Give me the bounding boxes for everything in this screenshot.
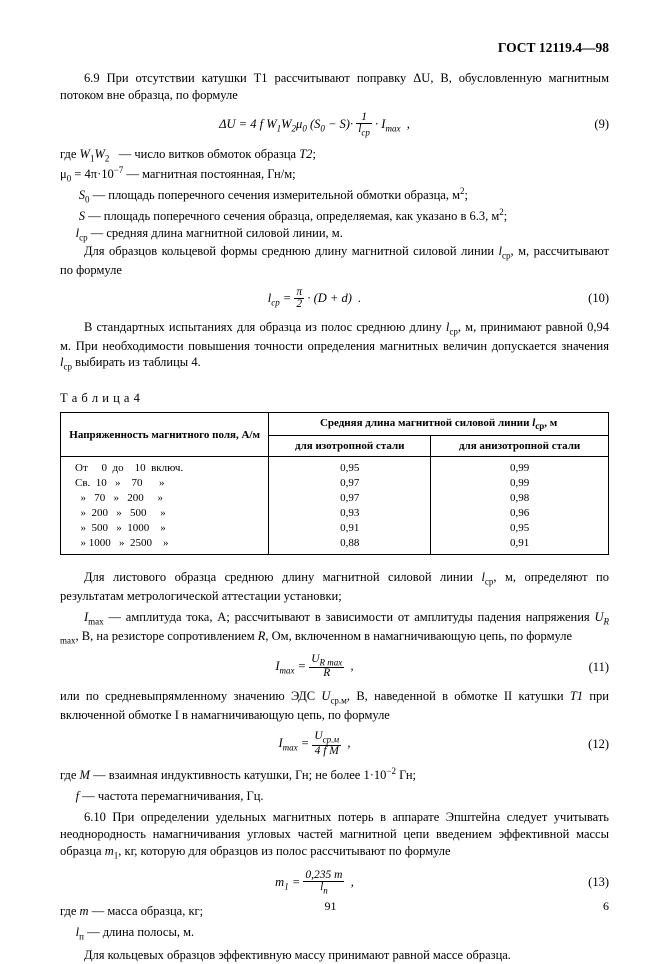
where-S0: S0 — площадь поперечного сечения измерит… bbox=[60, 185, 609, 206]
equation-13-number: (13) bbox=[569, 875, 609, 890]
equation-11-body: Imax = UR maxR , bbox=[60, 654, 569, 680]
equation-10-body: lср = π2 · (D + d) . bbox=[60, 287, 569, 311]
eq10-lead: Для образцов кольцевой формы среднюю дли… bbox=[60, 243, 609, 279]
table4-col-head: Средняя длина магнитной силовой линии lс… bbox=[269, 413, 609, 436]
equation-10-number: (10) bbox=[569, 291, 609, 306]
equation-13: m1 = 0,235 mlп , (13) bbox=[60, 870, 609, 896]
table4-aniso: 0,990,990,980,960,950,91 bbox=[431, 457, 609, 555]
equation-11-number: (11) bbox=[569, 660, 609, 675]
equation-9-body: ΔU = 4 f W1W2μ0 (S0 − S)· 1lср · Imax , bbox=[60, 112, 569, 138]
where-lcp: lср — средняя длина магнитной силовой ли… bbox=[60, 225, 609, 244]
table-row: Напряженность магнитного поля, А/м Средн… bbox=[61, 413, 609, 436]
page-number-right: 6 bbox=[603, 899, 609, 914]
section-6-9-lead: 6.9 При отсутствии катушки T1 рассчитыва… bbox=[60, 70, 609, 104]
para-ring-eff: Для кольцевых образцов эффективную массу… bbox=[60, 947, 609, 964]
equation-12-number: (12) bbox=[569, 737, 609, 752]
table4-caption: Т а б л и ц а 4 bbox=[60, 391, 609, 406]
table4: Напряженность магнитного поля, А/м Средн… bbox=[60, 412, 609, 555]
section-6-10-lead: 6.10 При определении удельных магнитных … bbox=[60, 809, 609, 861]
equation-11: Imax = UR maxR , (11) bbox=[60, 654, 609, 680]
para-094: В стандартных испытаниях для образца из … bbox=[60, 319, 609, 373]
equation-13-body: m1 = 0,235 mlп , bbox=[60, 870, 569, 896]
after-table-p5: f — частота перемагничивания, Гц. bbox=[60, 788, 609, 805]
where-mu0: μ0 = 4π·10−7 — магнитная постоянная, Гн/… bbox=[60, 164, 609, 185]
page: ГОСТ 12119.4—98 6.9 При отсутствии катуш… bbox=[0, 0, 661, 936]
where-block: где W1W2 — число витков обмоток образца … bbox=[60, 146, 609, 244]
table4-ranges: От 0 до 10 включ.Св. 10 » 70 » » 70 » 20… bbox=[61, 457, 269, 555]
after-table-p4: где M — взаимная индуктивность катушки, … bbox=[60, 765, 609, 784]
page-number-center: 91 bbox=[325, 899, 337, 914]
where-S: S — площадь поперечного сечения образца,… bbox=[60, 206, 609, 225]
equation-12: Imax = Uср.м4 f M , (12) bbox=[60, 731, 609, 757]
after-table-p1: Для листового образца среднюю длину магн… bbox=[60, 569, 609, 605]
table4-col-main: Напряженность магнитного поля, А/м bbox=[61, 413, 269, 457]
after-table-p3: или по средневыпрямленному значению ЭДС … bbox=[60, 688, 609, 724]
equation-12-body: Imax = Uср.м4 f M , bbox=[60, 731, 569, 757]
equation-10: lср = π2 · (D + d) . (10) bbox=[60, 287, 609, 311]
where-lp: lп — длина полосы, м. bbox=[60, 924, 609, 943]
where-W1W2: где W1W2 — число витков обмоток образца … bbox=[60, 146, 609, 165]
table-row: От 0 до 10 включ.Св. 10 » 70 » » 70 » 20… bbox=[61, 457, 609, 555]
after-table-p2: Imax — амплитуда тока, А; рассчитывают в… bbox=[60, 609, 609, 646]
table4-sub2: для анизотропной стали bbox=[431, 436, 609, 457]
equation-9: ΔU = 4 f W1W2μ0 (S0 − S)· 1lср · Imax , … bbox=[60, 112, 609, 138]
equation-9-number: (9) bbox=[569, 117, 609, 132]
table4-iso: 0,950,970,970,930,910,88 bbox=[269, 457, 431, 555]
doc-standard-code: ГОСТ 12119.4—98 bbox=[60, 40, 609, 56]
table4-sub1: для изотропной стали bbox=[269, 436, 431, 457]
